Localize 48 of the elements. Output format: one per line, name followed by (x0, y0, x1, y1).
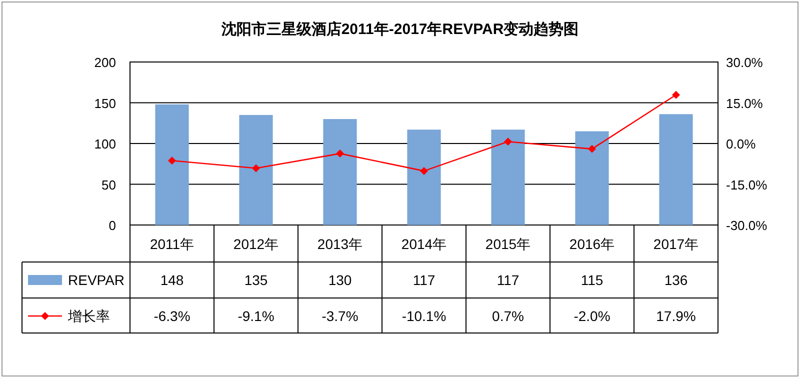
point (252, 164, 260, 172)
bar (575, 131, 609, 225)
y-tick-label: 150 (94, 96, 116, 111)
data-label: 136 (664, 272, 688, 288)
data-label: -9.1% (238, 308, 274, 324)
y2-tick-label: 30.0% (726, 55, 764, 70)
x-tick-label: 2013年 (317, 236, 363, 252)
data-label: 117 (496, 272, 520, 288)
point (420, 166, 428, 175)
x-tick-label: 2012年 (233, 236, 279, 252)
y2-tick-label: 0.0% (726, 136, 756, 152)
data-label: 148 (160, 272, 184, 288)
point (168, 156, 176, 165)
point (588, 144, 596, 153)
data-label: 117 (412, 272, 436, 288)
x-tick-label: 2015年 (485, 236, 531, 252)
bar (239, 114, 273, 225)
data-label: -3.7% (322, 308, 358, 324)
y-tick-label: 200 (94, 55, 116, 70)
y2-tick-label: -15.0% (726, 177, 768, 192)
bar (491, 130, 525, 225)
data-label: 135 (244, 272, 268, 288)
data-label: 17.9% (656, 308, 696, 324)
point (504, 138, 512, 146)
x-tick-label: 2014年 (401, 236, 447, 252)
data-label: -2.0% (574, 308, 610, 324)
y-tick-label: 0 (108, 218, 116, 233)
y2-tick-label: 15.0% (726, 96, 764, 111)
data-label: 115 (580, 272, 604, 288)
legend-label: 增长率 (67, 308, 110, 324)
x-tick-label: 2017年 (653, 236, 699, 252)
chart-title: 沈阳市三星级酒店2011年-2017年REVPAR变动趋势图 (220, 20, 579, 38)
x-tick-label: 2016年 (569, 236, 615, 252)
legend-label: REVPAR (68, 272, 125, 288)
data-label: -10.1% (402, 308, 446, 324)
bar (407, 130, 441, 225)
data-label: -6.3% (154, 308, 190, 324)
y-tick-label: 50 (102, 177, 116, 192)
y2-tick-label: -30.0% (726, 218, 768, 233)
x-tick-label: 2011年 (150, 236, 194, 252)
y-tick-label: 100 (94, 136, 116, 152)
bar (659, 114, 693, 225)
data-label: 0.7% (492, 308, 524, 324)
point (672, 90, 680, 99)
bar (155, 104, 189, 225)
data-label: 130 (328, 272, 352, 288)
point (336, 150, 344, 158)
bar (323, 119, 357, 225)
